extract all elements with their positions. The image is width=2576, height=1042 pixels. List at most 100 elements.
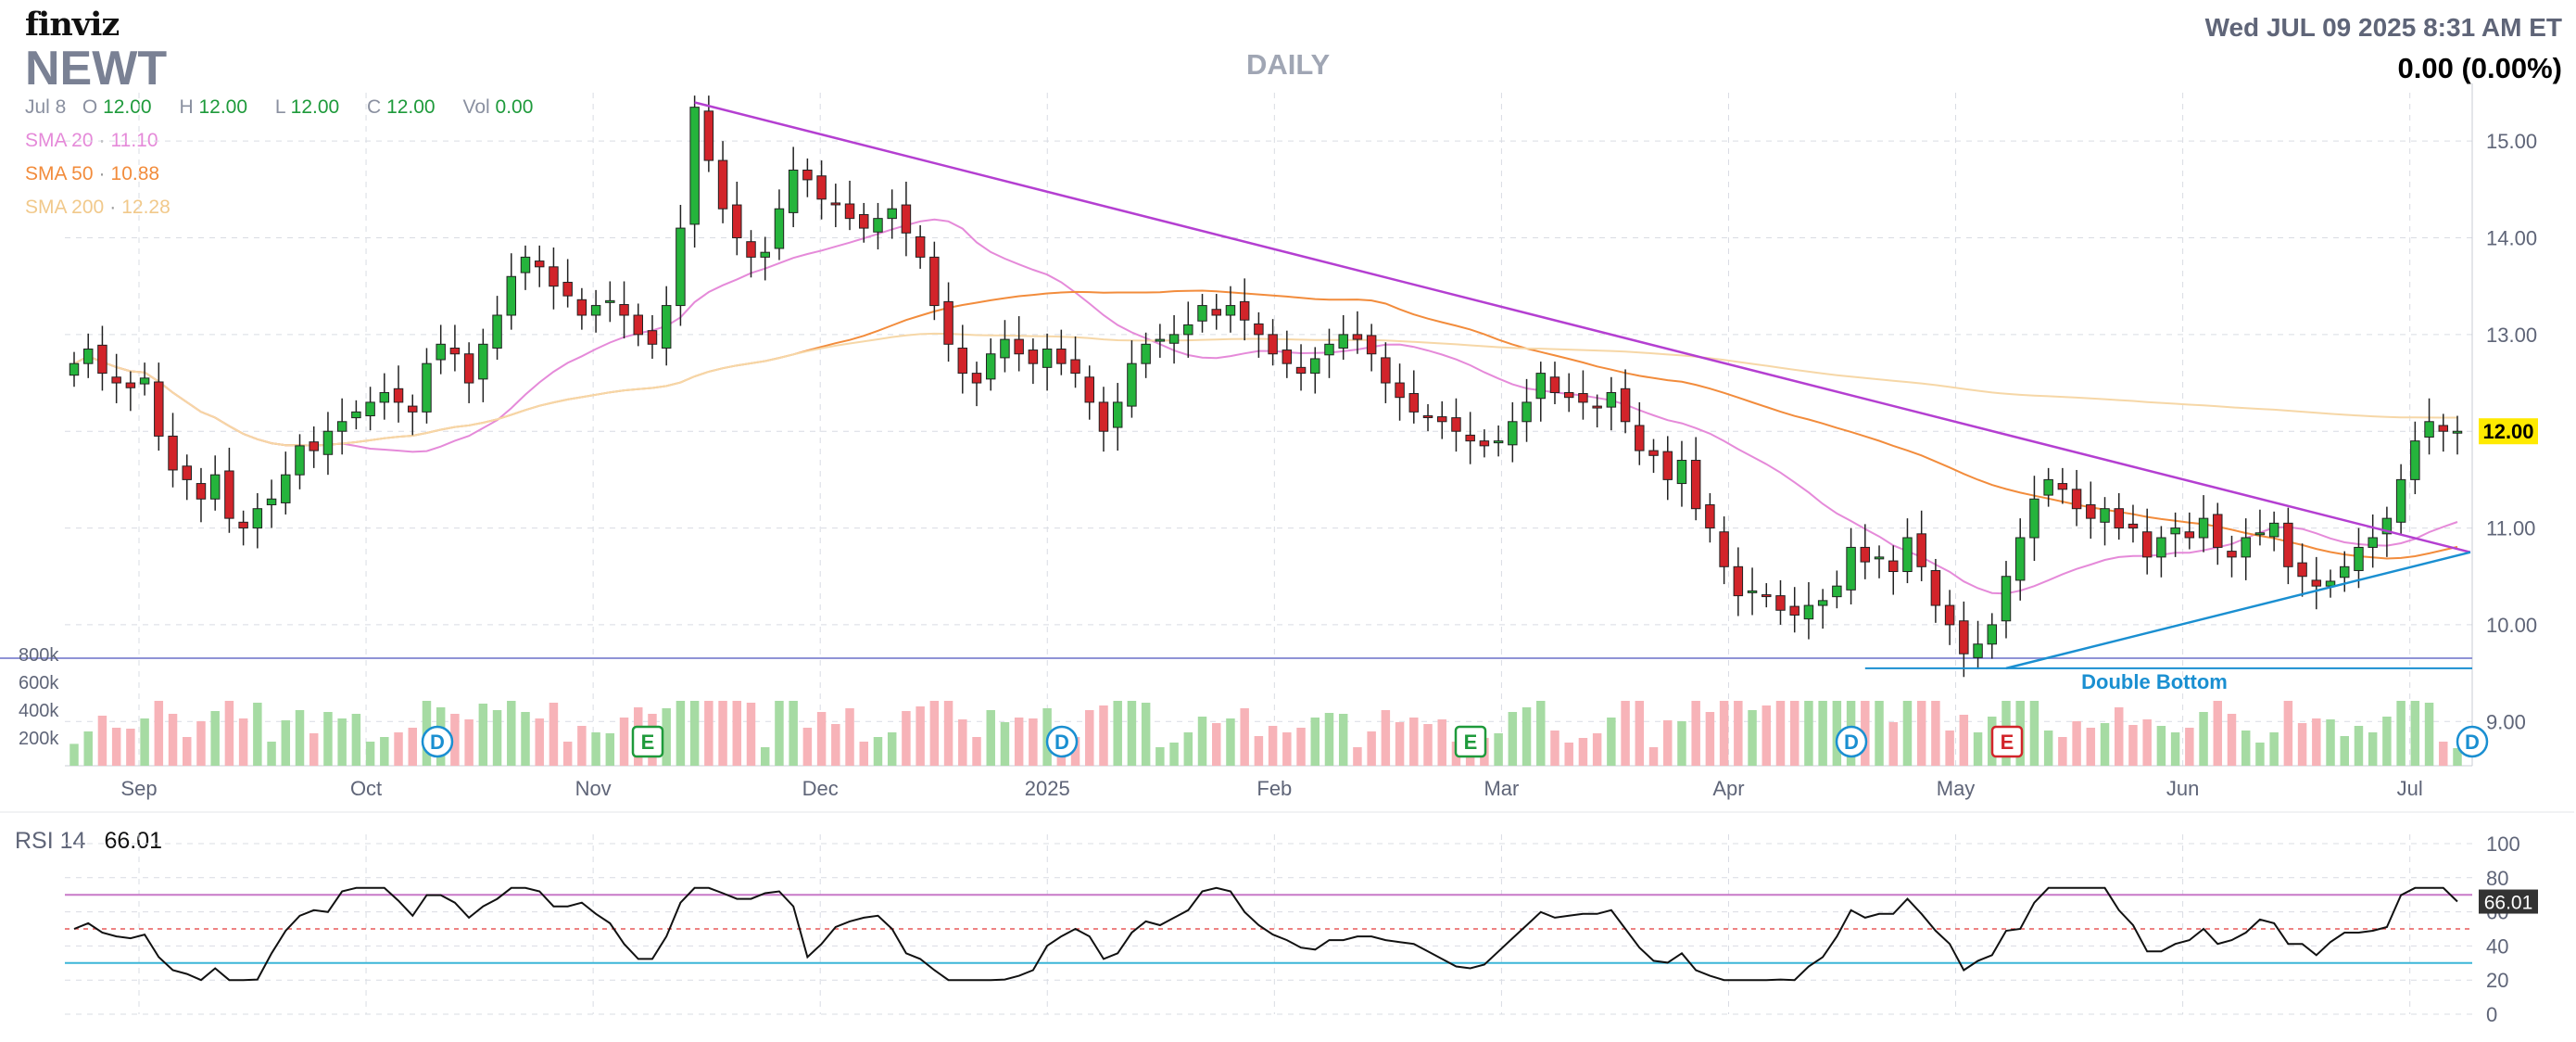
candle-body	[1493, 440, 1504, 444]
candle-body	[2354, 546, 2364, 571]
volume-bar	[1099, 705, 1108, 766]
volume-bar	[591, 732, 600, 766]
candle-body	[1705, 504, 1715, 529]
volume-bar	[1367, 731, 1376, 766]
y-tick-label: 15.00	[2486, 130, 2537, 153]
candle-body	[111, 376, 121, 384]
y-tick-label: 13.00	[2486, 324, 2537, 347]
volume-bar	[1550, 731, 1559, 766]
volume-bar	[562, 742, 573, 766]
volume-bar	[1000, 722, 1010, 766]
rsi-tick-label: 20	[2486, 969, 2508, 992]
volume-bar	[1607, 718, 1616, 766]
candle-body	[408, 405, 418, 413]
volume-bar	[281, 720, 291, 766]
volume-bar	[1353, 747, 1362, 766]
price-change: 0.00 (0.00%)	[2397, 52, 2563, 84]
sma50-legend[interactable]: SMA 50 · 10.88	[25, 163, 160, 184]
candle-body	[859, 213, 869, 229]
volume-bar	[478, 704, 488, 766]
volume-bar	[1169, 743, 1179, 766]
candle-body	[365, 401, 375, 417]
sma200-value: 12.28	[121, 197, 170, 218]
candle-body	[506, 275, 517, 316]
candle-body	[1592, 405, 1602, 409]
volume-tick-label: 200k	[19, 729, 59, 749]
candle-body	[717, 159, 728, 210]
dividend-marker	[1045, 725, 1079, 758]
candle-body	[1028, 349, 1039, 364]
volume-bar	[859, 742, 868, 766]
open-value: 12.00	[103, 96, 152, 118]
candle-body	[1436, 416, 1447, 423]
volume-bar	[1762, 705, 1772, 766]
dividend-marker	[421, 725, 454, 758]
volume-bar	[1578, 738, 1588, 766]
event-marker-label: D	[1054, 731, 1069, 754]
candle-body	[125, 382, 136, 388]
candle-body	[154, 381, 164, 437]
finviz-logo[interactable]: finviz	[25, 6, 120, 44]
candle-body	[647, 330, 658, 345]
low-label: L	[274, 96, 285, 118]
volume-bar	[1705, 712, 1715, 766]
chart-period[interactable]: DAILY	[1246, 48, 1331, 81]
rsi-tick-label: 0	[2486, 1003, 2497, 1026]
volume-bar	[2100, 723, 2110, 766]
earnings-marker	[1990, 725, 2024, 758]
candle-body	[2213, 514, 2223, 548]
trendline-annotations: Double Bottom	[694, 101, 2472, 693]
volume-bar	[732, 701, 742, 766]
volume-bar	[2199, 712, 2208, 766]
candle-body	[1803, 604, 1814, 620]
candle-body	[2311, 579, 2322, 587]
sma200-line	[73, 332, 2457, 447]
candle-body	[562, 282, 573, 297]
candle-body	[2029, 498, 2039, 539]
dividend-marker	[1835, 725, 1868, 758]
y-tick-label: 14.00	[2486, 227, 2537, 250]
candle-body	[1789, 605, 1799, 616]
y-tick-label: 11.00	[2486, 517, 2535, 540]
sma50-line	[73, 289, 2458, 560]
candle-body	[1112, 401, 1123, 428]
candle-body	[1465, 434, 1475, 442]
earnings-marker	[1454, 725, 1487, 758]
candle-body	[901, 204, 912, 234]
candle-body	[1762, 594, 1772, 598]
volume-bar	[1268, 726, 1278, 766]
downtrend-line	[694, 101, 2471, 553]
candle-body	[844, 203, 855, 220]
x-tick-label: May	[1937, 777, 1976, 800]
high-value: 12.00	[198, 96, 248, 118]
candle-body	[746, 241, 756, 258]
candle-body	[689, 107, 700, 225]
candle-body	[1479, 440, 1490, 447]
volume-bar	[662, 708, 671, 766]
candle-body	[2128, 523, 2139, 529]
candle-body	[1127, 362, 1137, 407]
volume-bar	[1902, 701, 1913, 766]
volume-bar	[1494, 733, 1503, 766]
candle-body	[1635, 425, 1645, 451]
x-tick-label: Dec	[802, 777, 839, 800]
volume-bar	[1409, 718, 1419, 766]
candle-body	[971, 373, 982, 384]
volume-bar	[943, 701, 953, 766]
candle-body	[449, 347, 461, 355]
volume-bar	[1931, 701, 1940, 766]
volume-bar	[2340, 736, 2349, 766]
candle-body	[1662, 451, 1673, 480]
candle-body	[1422, 415, 1433, 419]
candlesticks	[69, 95, 2463, 678]
candle-body	[1578, 393, 1588, 403]
volume-bar	[1254, 736, 1264, 766]
candle-body	[2268, 522, 2279, 538]
sma200-legend[interactable]: SMA 200 · 12.28	[25, 197, 170, 218]
volume-bar	[2185, 728, 2194, 766]
candle-body	[985, 353, 996, 380]
sma20-legend[interactable]: SMA 20 · 11.10	[25, 130, 158, 151]
volume-bar	[1592, 733, 1602, 766]
volume-bar	[718, 701, 727, 766]
